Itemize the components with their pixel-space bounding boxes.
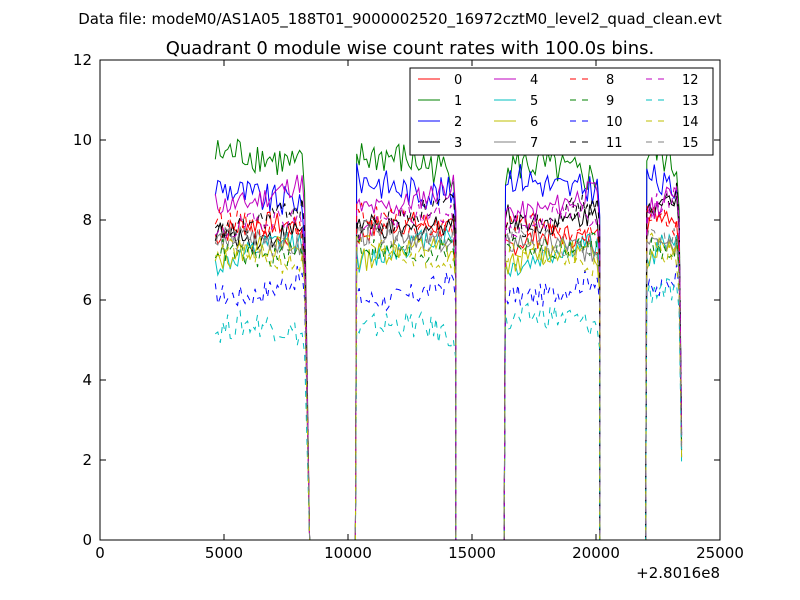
y-tick-label: 10 (73, 131, 92, 149)
legend-item-12: 12 (646, 73, 699, 88)
legend-item-8: 8 (570, 73, 614, 88)
x-tick-label: 20000 (572, 544, 620, 562)
legend-label: 10 (606, 115, 623, 130)
y-tick-label: 8 (82, 211, 92, 229)
series-line-4 (214, 174, 683, 541)
y-tick-label: 6 (82, 291, 92, 309)
legend-item-3: 3 (418, 136, 462, 151)
legend-label: 8 (606, 73, 614, 88)
legend-label: 11 (606, 136, 623, 151)
series-line-13 (215, 278, 683, 541)
series-line-2 (214, 163, 683, 541)
legend-label: 3 (454, 136, 462, 151)
legend-box (409, 67, 714, 156)
legend-label: 2 (454, 115, 462, 130)
y-tick-label: 2 (82, 451, 92, 469)
legend-item-15: 15 (646, 136, 699, 151)
legend-label: 15 (682, 136, 699, 151)
series-line-12 (214, 186, 683, 541)
y-tick-label: 0 (82, 531, 92, 549)
legend-item-7: 7 (494, 136, 538, 151)
x-tick-label: 15000 (448, 544, 496, 562)
legend-label: 12 (682, 73, 699, 88)
legend-label: 13 (682, 94, 699, 109)
legend-item-4: 4 (494, 73, 538, 88)
series-line-1 (214, 138, 683, 541)
series-lines (214, 138, 683, 541)
series-line-8 (214, 202, 683, 541)
legend-label: 7 (530, 136, 538, 151)
x-offset-label: +2.8016e8 (636, 564, 720, 582)
legend-label: 6 (530, 115, 538, 130)
series-line-7 (214, 219, 683, 541)
series-line-5 (214, 226, 683, 541)
legend-item-9: 9 (570, 94, 614, 109)
legend-label: 1 (454, 94, 462, 109)
x-tick-label: 10000 (324, 544, 372, 562)
legend-item-2: 2 (418, 115, 462, 130)
legend-item-6: 6 (494, 115, 538, 130)
legend-label: 9 (606, 94, 614, 109)
series-line-14 (215, 232, 683, 541)
x-tick-label: 5000 (205, 544, 243, 562)
legend-label: 4 (530, 73, 538, 88)
legend-item-13: 13 (646, 94, 699, 109)
legend-item-1: 1 (418, 94, 462, 109)
legend-item-11: 11 (570, 136, 623, 151)
legend-item-0: 0 (418, 73, 462, 88)
chart-title: Quadrant 0 module wise count rates with … (166, 38, 655, 59)
series-line-15 (215, 218, 683, 541)
y-tick-label: 12 (73, 51, 92, 69)
legend-label: 5 (530, 94, 538, 109)
legend-label: 0 (454, 73, 462, 88)
x-tick-label: 0 (95, 544, 105, 562)
x-tick-label: 25000 (696, 544, 744, 562)
legend-item-14: 14 (646, 115, 699, 130)
legend-item-10: 10 (570, 115, 623, 130)
data-file-title: Data file: modeM0/AS1A05_188T01_90000025… (78, 10, 722, 29)
y-tick-label: 4 (82, 371, 92, 389)
legend-item-5: 5 (494, 94, 538, 109)
legend-label: 14 (682, 115, 699, 130)
